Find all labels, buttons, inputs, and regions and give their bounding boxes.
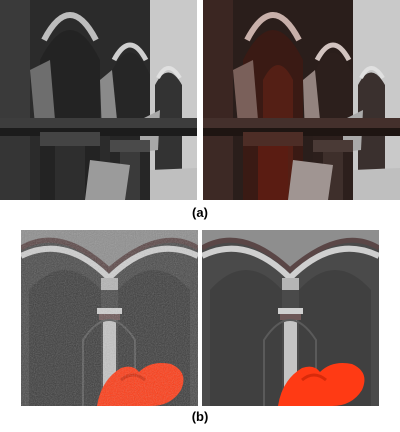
panel-a-right-render: [203, 0, 400, 200]
panel-a-left-render: [0, 0, 197, 200]
caption-a: (a): [192, 205, 208, 220]
caption-b: (b): [191, 409, 209, 424]
panel-b-left-render: [21, 230, 198, 406]
panel-b-right-render: [202, 230, 379, 406]
